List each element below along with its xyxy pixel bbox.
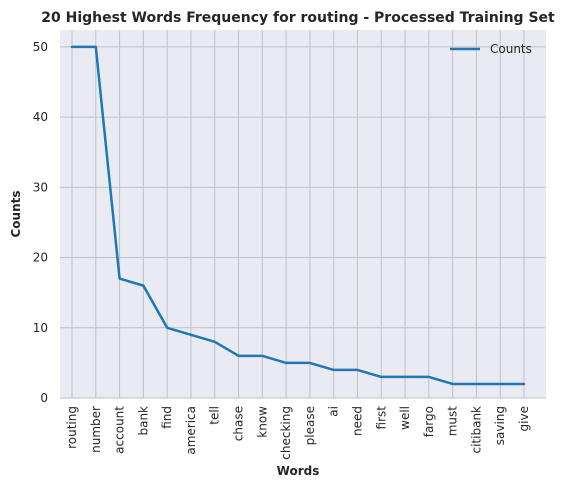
legend-label-counts: Counts <box>490 42 532 56</box>
x-tick-label: bank <box>136 406 150 436</box>
x-tick-label: please <box>303 406 317 445</box>
x-tick-label: number <box>89 406 103 453</box>
y-tick-label: 50 <box>33 40 48 54</box>
x-tick-label: fargo <box>422 406 436 437</box>
x-axis-title: Words <box>277 464 320 478</box>
x-tick-label: citibank <box>469 406 483 454</box>
series-line-counts <box>70 45 526 386</box>
plot-area <box>60 30 546 398</box>
y-tick-label: 0 <box>40 391 48 405</box>
x-tick-label: find <box>160 406 174 429</box>
x-tick-label: give <box>517 406 531 431</box>
x-tick-label: ai <box>327 406 341 417</box>
x-tick-label: know <box>255 406 269 438</box>
y-axis-ticks: 0 10 20 30 40 50 <box>33 40 48 405</box>
y-tick-label: 10 <box>33 321 48 335</box>
chart-title: 20 Highest Words Frequency for routing -… <box>41 10 555 26</box>
x-tick-label: must <box>446 406 460 437</box>
x-tick-label: account <box>113 406 127 454</box>
grid-lines <box>60 30 546 399</box>
x-tick-label: first <box>374 406 388 430</box>
x-tick-label: america <box>184 406 198 455</box>
x-axis-ticks: routing number account bank find america tell c… <box>65 406 531 460</box>
x-tick-label: routing <box>65 406 79 449</box>
y-axis-title: Counts <box>9 190 23 237</box>
x-tick-label: need <box>350 406 364 436</box>
x-tick-label: chase <box>232 406 246 441</box>
x-tick-label: well <box>398 406 412 430</box>
y-tick-label: 40 <box>33 110 48 124</box>
y-tick-label: 20 <box>33 251 48 265</box>
y-tick-label: 30 <box>33 180 48 194</box>
legend: Counts <box>450 42 532 56</box>
x-tick-label: checking <box>279 406 293 460</box>
series-lines <box>70 45 526 386</box>
x-tick-label: tell <box>208 406 222 425</box>
x-tick-label: saving <box>493 406 507 445</box>
